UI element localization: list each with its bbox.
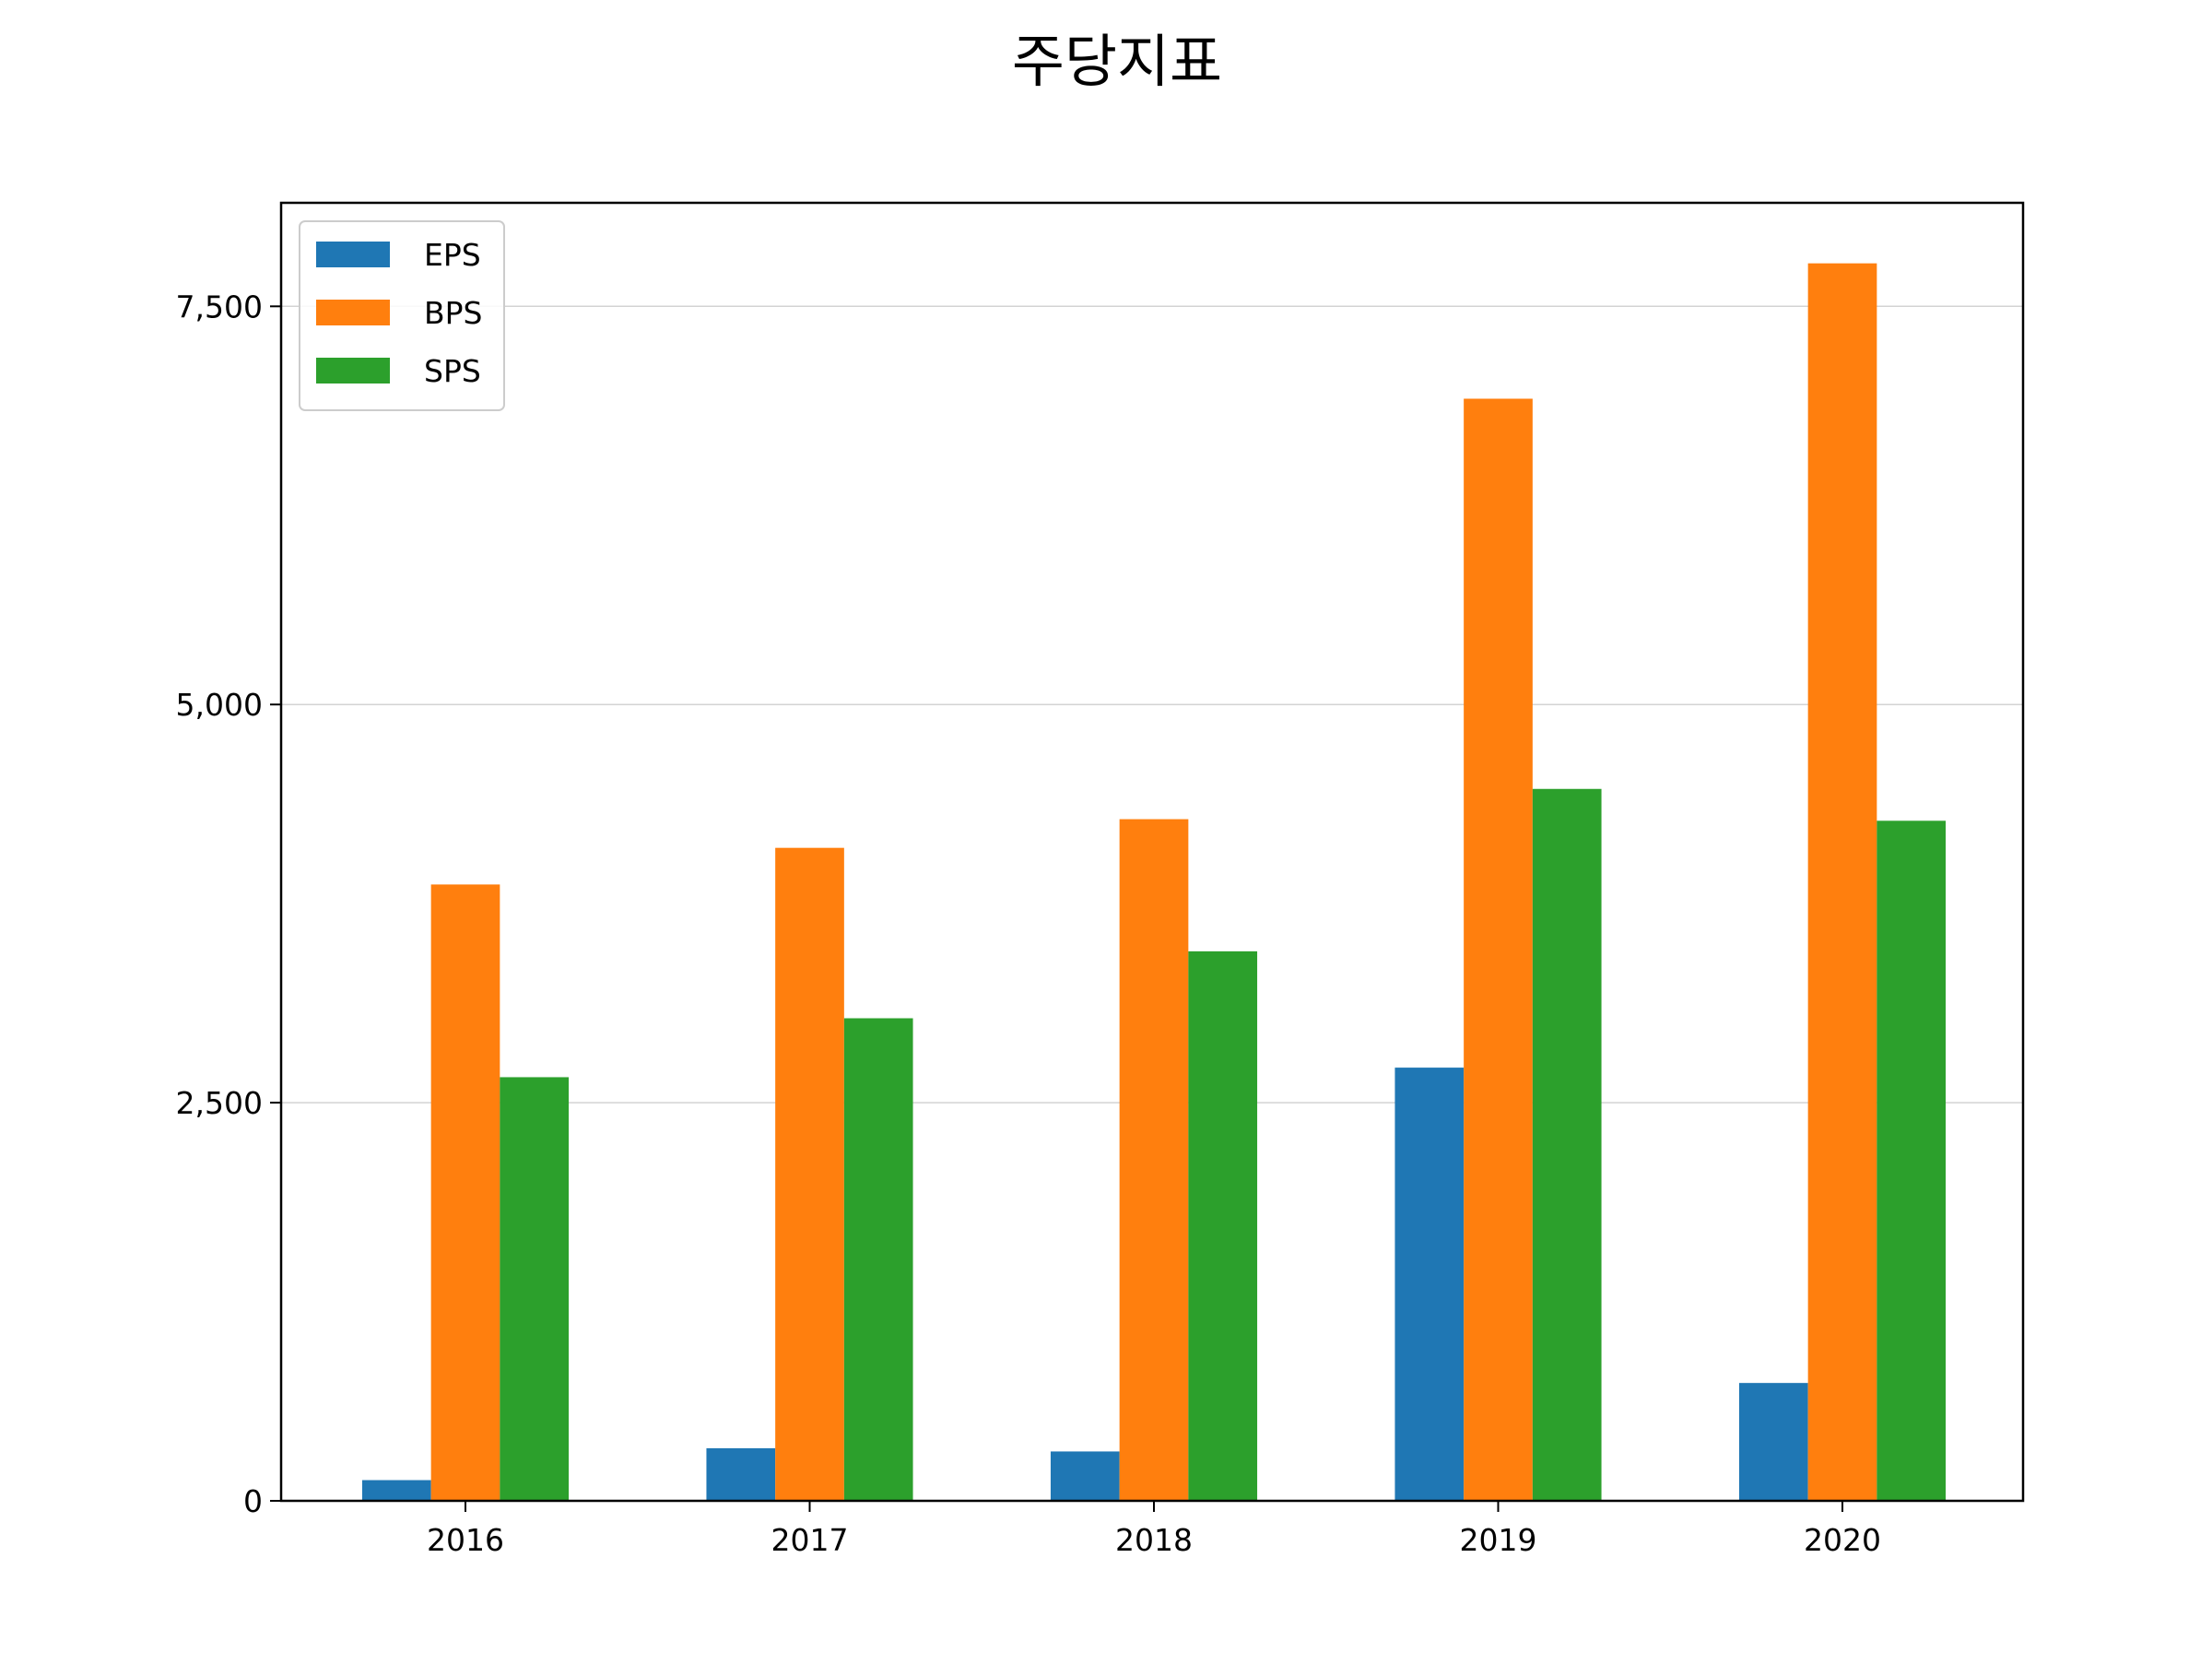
bar-sps-2017 [843,1018,913,1501]
bar-layer [361,263,1947,1502]
legend-label-eps: EPS [424,237,481,273]
bar-bps-2018 [1119,819,1189,1501]
plot-frame [279,201,2025,1503]
legend-swatch-eps [316,242,390,267]
bar-bps-2019 [1464,398,1533,1501]
bar-sps-2019 [1532,788,1602,1501]
x-tick-label: 2016 [427,1522,504,1558]
legend-swatch-bps [316,300,390,325]
x-tick-label: 2019 [1460,1522,1537,1558]
y-tick-label: 5,000 [176,687,263,723]
bar-sps-2018 [1188,950,1258,1501]
y-tick-label: 2,500 [176,1085,263,1121]
bar-eps-2016 [361,1480,431,1501]
bar-sps-2020 [1877,820,1947,1501]
x-tick-label: 2017 [771,1522,849,1558]
bar-bps-2017 [775,847,844,1501]
legend-label-bps: BPS [424,295,483,331]
y-tick-label: 7,500 [176,289,263,325]
bar-sps-2016 [500,1077,570,1501]
legend-label-sps: SPS [424,353,481,389]
bar-eps-2018 [1050,1451,1120,1501]
x-tick-label: 2020 [1804,1522,1881,1558]
legend: EPS BPS SPS [299,220,505,411]
axis-layer: 0 2,500 5,000 7,500 2016 2017 2018 2019 2020 [176,289,1881,1558]
legend-swatch-sps [316,358,390,384]
bar-eps-2020 [1738,1383,1808,1501]
bar-eps-2017 [706,1447,776,1501]
chart-title: 주당지표 [1012,28,1222,95]
bar-bps-2016 [430,884,500,1501]
x-tick-label: 2018 [1115,1522,1193,1558]
y-tick-label: 0 [243,1483,263,1519]
bar-bps-2020 [1807,263,1877,1502]
bar-eps-2019 [1394,1068,1465,1501]
